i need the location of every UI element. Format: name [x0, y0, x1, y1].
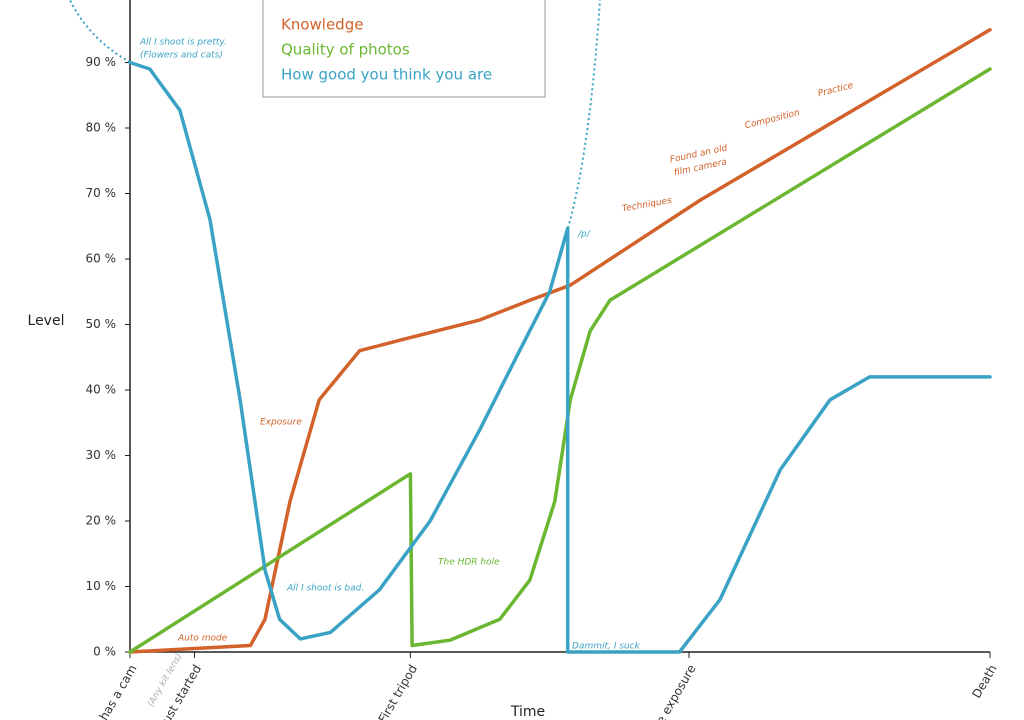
series-line	[128, 60, 992, 654]
series-line	[128, 28, 992, 654]
y-tick-label: 60 %	[86, 252, 117, 266]
x-tick-label: Death	[969, 662, 999, 700]
legend-label: How good you think you are	[281, 66, 492, 84]
annotation: Composition	[744, 108, 801, 131]
annotation: (Flowers and cats)	[140, 51, 223, 61]
legend-label: Knowledge	[281, 16, 363, 34]
y-tick-label: 10 %	[86, 579, 117, 593]
legend-label: Quality of photos	[281, 41, 410, 59]
annotation: Auto mode	[177, 634, 228, 644]
y-tick-label: 40 %	[86, 383, 117, 397]
y-tick-label: 0 %	[93, 645, 116, 659]
series-line	[128, 67, 992, 654]
annotation: Techniques	[621, 196, 673, 215]
annotation: The HDR hole	[438, 558, 500, 568]
y-tick-label: 90 %	[86, 55, 117, 69]
annotation: /p/	[577, 230, 591, 240]
x-tick-label: ne exposure	[650, 662, 699, 720]
x-tick-label: First tripod	[376, 662, 420, 720]
y-tick-label: 70 %	[86, 186, 117, 200]
y-axis-label: Level	[28, 313, 65, 329]
y-tick-label: 30 %	[86, 448, 117, 462]
x-tick-label: e has a cam	[91, 662, 140, 720]
dotted-line	[567, 0, 601, 229]
y-tick-label: 50 %	[86, 317, 117, 331]
annotation: All I shoot is bad.	[286, 584, 364, 594]
x-axis-label: Time	[510, 704, 545, 720]
dotted-line	[69, 0, 131, 63]
annotation: Practice	[817, 81, 855, 100]
y-tick-label: 20 %	[86, 514, 117, 528]
annotation: Dammit, I suck	[572, 642, 641, 652]
annotation: Exposure	[260, 418, 302, 428]
y-tick-label: 80 %	[86, 121, 117, 135]
legend-box	[262, 0, 546, 98]
annotation: All I shoot is pretty.	[139, 38, 227, 48]
